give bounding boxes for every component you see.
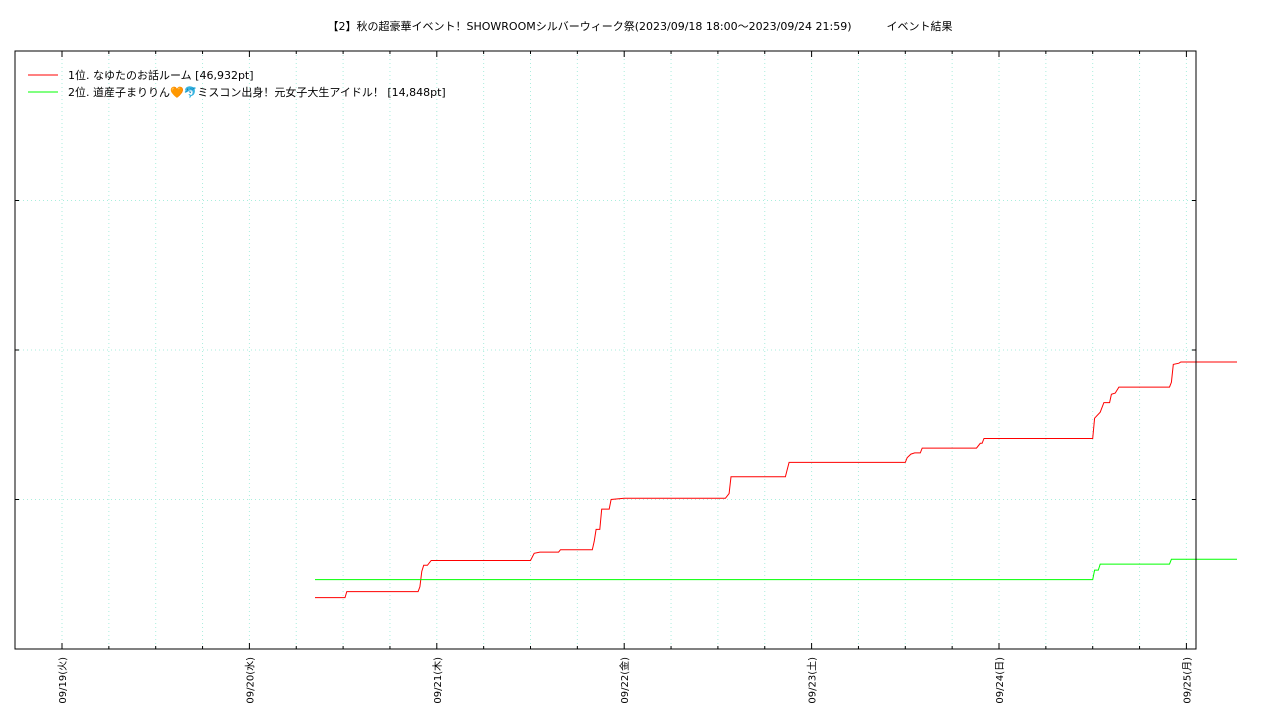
legend: 1位. なゆたのお話ルーム [46,932pt] 2位. 道産子まりりん🧡🐬ミスコ…	[28, 68, 446, 99]
series-lines	[315, 361, 1237, 599]
x-tick-label: 09/19(火)	[57, 657, 69, 704]
x-tick-label: 09/20(水)	[244, 657, 256, 704]
legend-label-2: 2位. 道産子まりりん🧡🐬ミスコン出身！元女子大生アイドル！ [14,848pt…	[68, 85, 446, 99]
series-line-2	[315, 558, 1237, 581]
x-tick-labels: 09/19(火) 09/20(水) 09/21(木) 09/22(金) 09/23(土)…	[57, 657, 1193, 704]
chart-title: 【2】秋の超豪華イベント！SHOWROOMシルバーウィーク祭(2023/09/1…	[327, 20, 953, 33]
grid	[15, 51, 1196, 649]
x-tick-label: 09/24(日)	[995, 657, 1006, 704]
x-tick-label: 09/21(木)	[432, 657, 444, 704]
series-line-1	[315, 361, 1237, 599]
legend-label-1: 1位. なゆたのお話ルーム [46,932pt]	[68, 68, 254, 82]
axis-ticks	[15, 51, 1196, 649]
x-tick-label: 09/23(土)	[806, 657, 819, 704]
x-tick-label: 09/25(月)	[1181, 657, 1193, 704]
plot-frame	[14, 50, 1197, 650]
x-tick-label: 09/22(金)	[618, 657, 631, 704]
